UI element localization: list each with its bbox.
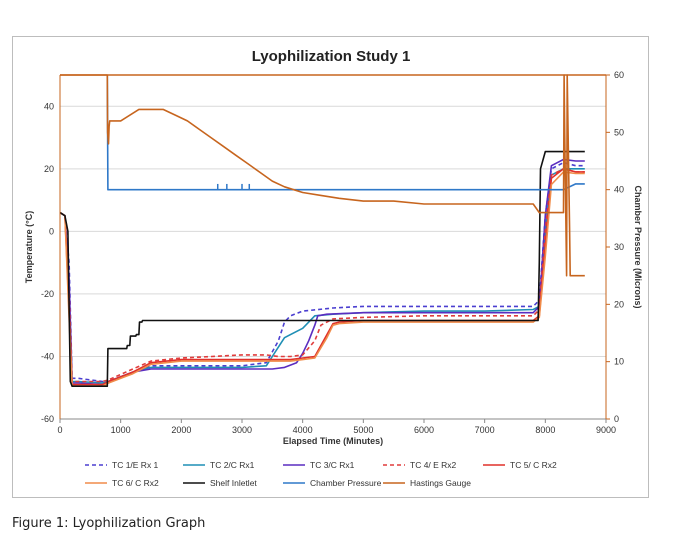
y2-tick-label: 0 — [614, 414, 619, 424]
x-tick-label: 3000 — [232, 425, 252, 435]
series-line-6 — [59, 150, 585, 388]
legend-label: TC 2/C Rx1 — [210, 460, 255, 470]
y2-tick-label: 10 — [614, 357, 624, 367]
chart-title: Lyophilization Study 1 — [252, 48, 411, 65]
axes: -60 -40 -20 0 20 40 0 10 20 30 40 50 60 0 1000 2000 3000… — [41, 70, 624, 435]
x-tick-label: 4000 — [293, 425, 313, 435]
figure-caption: Figure 1: Lyophilization Graph — [12, 516, 206, 531]
y-tick-label: -40 — [41, 351, 54, 361]
chart-frame: Lyophilization Study 1 -60 -40 -20 0 20 40 0 10… — [12, 36, 649, 498]
y2-tick-label: 20 — [614, 299, 624, 309]
legend-label: TC 4/ E Rx2 — [410, 460, 457, 470]
y-axis-title: Temperature (°C) — [24, 211, 34, 283]
x-tick-label: 2000 — [171, 425, 191, 435]
legend-label: Hastings Gauge — [410, 478, 471, 488]
series-line-3 — [59, 168, 585, 383]
x-tick-label: 1000 — [111, 425, 131, 435]
x-axis-title: Elapsed Time (Minutes) — [283, 436, 383, 446]
series-line-7 — [106, 74, 585, 191]
legend-label: Shelf Inletlet — [210, 478, 257, 488]
x-tick-label: 5000 — [353, 425, 373, 435]
lyophilization-chart: Lyophilization Study 1 -60 -40 -20 0 20 40 0 10… — [24, 48, 643, 488]
y-tick-label: 0 — [49, 226, 54, 236]
x-tick-label: 8000 — [535, 425, 555, 435]
y-tick-label: -60 — [41, 414, 54, 424]
legend-label: TC 5/ C Rx2 — [510, 460, 557, 470]
x-tick-label: 6000 — [414, 425, 434, 435]
legend-label: TC 3/C Rx1 — [310, 460, 355, 470]
series-lines — [59, 74, 585, 388]
y-tick-label: 40 — [44, 101, 54, 111]
y-tick-label: -20 — [41, 289, 54, 299]
y2-tick-label: 30 — [614, 242, 624, 252]
legend-label: Chamber Pressure — [310, 478, 382, 488]
legend-label: TC 1/E Rx 1 — [112, 460, 159, 470]
legend-label: TC 6/ C Rx2 — [112, 478, 159, 488]
y2-axis-title: Chamber Pressure (Microns) — [633, 185, 643, 308]
x-tick-label: 9000 — [596, 425, 616, 435]
y2-tick-label: 40 — [614, 185, 624, 195]
x-tick-label: 7000 — [475, 425, 495, 435]
series-line-8 — [60, 74, 585, 277]
legend: TC 1/E Rx 1 TC 2/C Rx1 TC 3/C Rx1 TC 4/ E R… — [85, 460, 557, 488]
y-tick-label: 20 — [44, 164, 54, 174]
y2-tick-label: 60 — [614, 70, 624, 80]
y2-tick-label: 50 — [614, 127, 624, 137]
x-tick-label: 0 — [57, 425, 62, 435]
